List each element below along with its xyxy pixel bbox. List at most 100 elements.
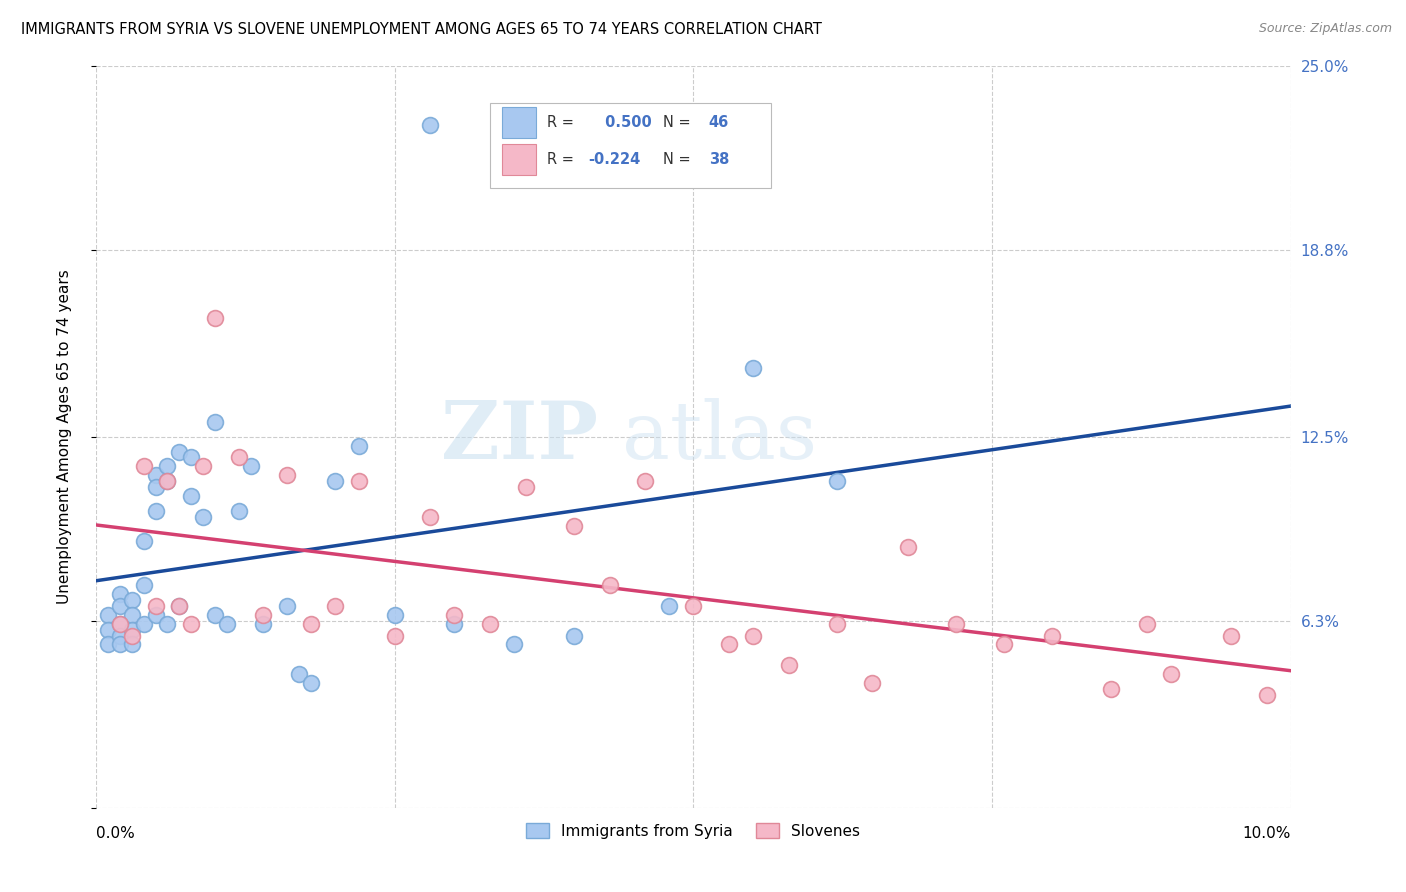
Point — [108, 616, 131, 631]
Point — [443, 616, 465, 631]
Point — [145, 607, 167, 622]
Point — [108, 638, 131, 652]
FancyBboxPatch shape — [491, 103, 770, 188]
Point — [1160, 667, 1182, 681]
Text: R =: R = — [547, 114, 574, 129]
Text: R =: R = — [547, 152, 574, 167]
Y-axis label: Unemployment Among Ages 65 to 74 years: Unemployment Among Ages 65 to 74 years — [58, 269, 72, 604]
Point — [742, 629, 765, 643]
Text: Source: ZipAtlas.com: Source: ZipAtlas.com — [1258, 22, 1392, 36]
Point — [1040, 629, 1063, 643]
Text: IMMIGRANTS FROM SYRIA VS SLOVENE UNEMPLOYMENT AMONG AGES 65 TO 74 YEARS CORRELAT: IMMIGRANTS FROM SYRIA VS SLOVENE UNEMPLO… — [21, 22, 823, 37]
Point — [1101, 681, 1123, 696]
Text: -0.224: -0.224 — [588, 152, 640, 167]
Legend: Immigrants from Syria, Slovenes: Immigrants from Syria, Slovenes — [520, 816, 866, 845]
Point — [384, 629, 406, 643]
Point — [97, 607, 120, 622]
Point — [132, 616, 155, 631]
Point — [658, 599, 681, 613]
Point — [562, 629, 585, 643]
Point — [515, 480, 537, 494]
Point — [108, 629, 131, 643]
Point — [825, 616, 848, 631]
Point — [276, 468, 298, 483]
Text: N =: N = — [664, 114, 690, 129]
Text: atlas: atlas — [621, 398, 817, 475]
Point — [145, 504, 167, 518]
Point — [121, 638, 143, 652]
Point — [180, 489, 202, 503]
Point — [993, 638, 1015, 652]
Point — [1256, 688, 1278, 702]
Point — [217, 616, 239, 631]
Point — [252, 616, 274, 631]
Point — [108, 587, 131, 601]
Text: 0.0%: 0.0% — [96, 826, 135, 841]
Point — [108, 599, 131, 613]
Point — [156, 459, 179, 474]
Text: 38: 38 — [709, 152, 730, 167]
Point — [132, 578, 155, 592]
Point — [419, 118, 441, 132]
Point — [121, 607, 143, 622]
Point — [288, 667, 311, 681]
Point — [562, 518, 585, 533]
Point — [121, 629, 143, 643]
Point — [299, 676, 322, 690]
Point — [419, 509, 441, 524]
Point — [299, 616, 322, 631]
Point — [180, 450, 202, 465]
Point — [145, 468, 167, 483]
Point — [825, 474, 848, 488]
Point — [121, 623, 143, 637]
Bar — [502, 145, 536, 176]
Point — [156, 474, 179, 488]
Point — [634, 474, 657, 488]
Point — [228, 504, 250, 518]
Point — [193, 509, 215, 524]
Point — [897, 540, 920, 554]
Point — [323, 474, 346, 488]
Point — [384, 607, 406, 622]
Text: ZIP: ZIP — [440, 398, 598, 475]
Bar — [502, 107, 536, 138]
Point — [169, 444, 191, 458]
Text: 10.0%: 10.0% — [1243, 826, 1291, 841]
Point — [204, 607, 226, 622]
Point — [156, 474, 179, 488]
Point — [347, 439, 370, 453]
Point — [228, 450, 250, 465]
Point — [252, 607, 274, 622]
Point — [1220, 629, 1243, 643]
Point — [718, 638, 741, 652]
Point — [503, 638, 526, 652]
Point — [1136, 616, 1159, 631]
Point — [169, 599, 191, 613]
Point — [145, 480, 167, 494]
Point — [156, 616, 179, 631]
Point — [945, 616, 967, 631]
Point — [599, 578, 621, 592]
Point — [240, 459, 263, 474]
Point — [132, 533, 155, 548]
Point — [742, 361, 765, 376]
Point — [479, 616, 502, 631]
Point — [347, 474, 370, 488]
Point — [121, 593, 143, 607]
Text: 0.500: 0.500 — [600, 114, 652, 129]
Point — [97, 638, 120, 652]
Point — [778, 658, 800, 673]
Point — [276, 599, 298, 613]
Point — [97, 623, 120, 637]
Point — [108, 616, 131, 631]
Point — [145, 599, 167, 613]
Point — [862, 676, 884, 690]
Point — [180, 616, 202, 631]
Point — [323, 599, 346, 613]
Text: N =: N = — [664, 152, 690, 167]
Point — [682, 599, 704, 613]
Point — [204, 415, 226, 429]
Text: 46: 46 — [709, 114, 730, 129]
Point — [204, 310, 226, 325]
Point — [169, 599, 191, 613]
